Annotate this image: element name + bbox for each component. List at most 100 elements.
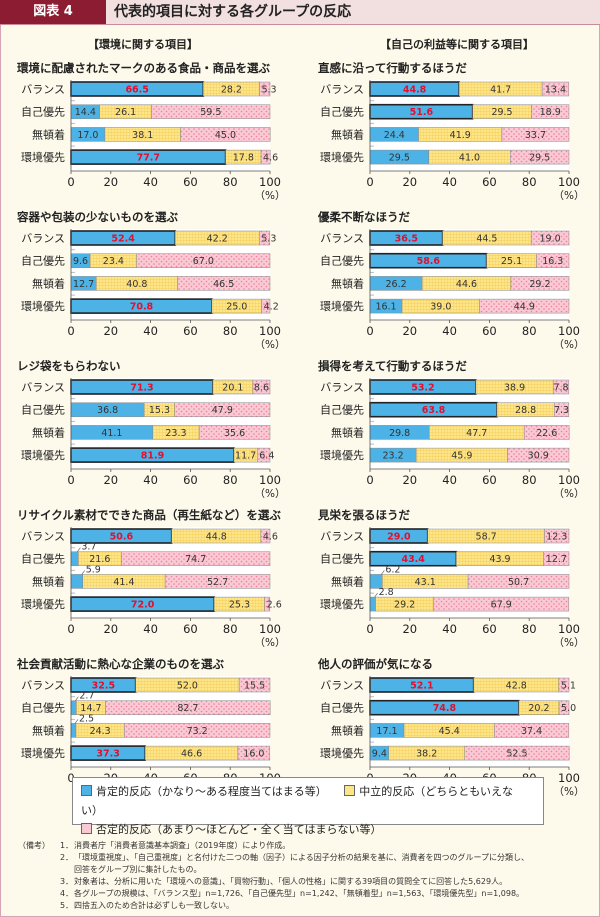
section-title-left: 【環境に関する項目】 bbox=[88, 38, 198, 51]
data-label: 41.0 bbox=[459, 153, 480, 164]
bar-segment-negative bbox=[177, 276, 271, 291]
data-label: 14.4 bbox=[75, 107, 96, 118]
bar-segment-negative bbox=[536, 253, 570, 268]
data-label: 41.7 bbox=[490, 85, 511, 96]
bar-segment-negative bbox=[507, 447, 570, 463]
category-label: 無頓着 bbox=[331, 574, 364, 588]
legend-item-neutral: 中立的反応（どちらともいえない） bbox=[81, 785, 513, 817]
x-tick-label: 20 bbox=[103, 622, 118, 636]
x-tick-label: 20 bbox=[103, 473, 118, 487]
bar-segment-negative bbox=[164, 574, 271, 589]
data-label: 38.2 bbox=[416, 749, 437, 760]
category-label: 無頓着 bbox=[32, 574, 65, 588]
data-label: 29.8 bbox=[389, 428, 410, 439]
category-label: 自己優先 bbox=[320, 553, 364, 566]
x-tick-label: 80 bbox=[522, 324, 537, 338]
data-label: 35.6 bbox=[224, 428, 245, 439]
data-label: 50.6 bbox=[110, 532, 134, 543]
category-label: 無頓着 bbox=[331, 276, 364, 290]
data-label: 16.3 bbox=[542, 256, 563, 267]
data-label: 30.9 bbox=[528, 451, 549, 462]
chart-title: リサイクル素材でできた商品（再生紙など）を選ぶ bbox=[17, 508, 281, 522]
data-label: 45.9 bbox=[451, 451, 472, 462]
category-label: 自己優先 bbox=[320, 106, 364, 119]
data-label: 81.9 bbox=[141, 451, 164, 462]
bar-segment-negative bbox=[510, 276, 570, 291]
data-label: 21.6 bbox=[89, 554, 110, 565]
bar-segment-negative bbox=[264, 596, 271, 612]
data-label: 4.2 bbox=[264, 302, 279, 313]
x-tick-label: 80 bbox=[223, 473, 238, 487]
chart-title: 他人の評価が気になる bbox=[317, 657, 433, 671]
category-label: 環境優先 bbox=[320, 448, 364, 462]
data-label: 12.7 bbox=[73, 279, 94, 290]
bar-segment-negative bbox=[259, 230, 271, 246]
data-label: 13.4 bbox=[545, 85, 566, 96]
category-label: バランス bbox=[320, 530, 364, 543]
data-label: 43.1 bbox=[415, 577, 436, 588]
category-label: 環境優先 bbox=[21, 299, 65, 313]
data-label: 5.9 bbox=[86, 564, 101, 575]
x-tick-label: 40 bbox=[143, 175, 158, 189]
bar-segment-negative bbox=[433, 596, 570, 612]
data-label: 2.5 bbox=[79, 713, 94, 724]
data-label: 37.4 bbox=[521, 726, 542, 737]
data-label: 44.6 bbox=[456, 279, 477, 290]
x-axis-unit: （%） bbox=[255, 488, 286, 500]
bar-segment-negative bbox=[530, 230, 570, 246]
data-label: 74.8 bbox=[433, 703, 457, 714]
bar-segment-negative bbox=[494, 723, 570, 738]
x-tick-label: 60 bbox=[183, 324, 198, 338]
data-label: 45.4 bbox=[439, 726, 460, 737]
bar-segment-negative bbox=[260, 528, 271, 544]
chart-title: 損得を考えて行動するほうだ bbox=[318, 359, 467, 373]
data-label: 38.9 bbox=[504, 383, 525, 394]
data-label: 6.2 bbox=[385, 564, 400, 575]
x-tick-label: 0 bbox=[366, 324, 373, 338]
x-tick-label: 60 bbox=[482, 622, 497, 636]
figure-title: 代表的項目に対する各グループの反応 bbox=[114, 4, 352, 20]
chart-title: 容器や包装の少ないものを選ぶ bbox=[16, 210, 178, 224]
leader-line bbox=[81, 570, 85, 575]
bar-segment-negative bbox=[237, 745, 271, 761]
category-label: 自己優先 bbox=[21, 702, 65, 715]
data-label: 36.8 bbox=[97, 405, 118, 416]
x-tick-label: 40 bbox=[143, 324, 158, 338]
data-label: 12.7 bbox=[546, 554, 567, 565]
data-label: 58.6 bbox=[417, 256, 441, 267]
x-tick-label: 60 bbox=[482, 324, 497, 338]
leader-line bbox=[374, 592, 378, 598]
legend-item-negative: 否定的反応（あまり～ほとんど・全く当てはまらない等） bbox=[81, 823, 381, 836]
bar-segment-negative bbox=[558, 677, 570, 693]
data-label: 46.6 bbox=[181, 749, 202, 760]
data-label: 44.8 bbox=[206, 532, 227, 543]
data-label: 58.7 bbox=[476, 532, 497, 543]
category-label: 自己優先 bbox=[320, 702, 364, 715]
data-label: 41.9 bbox=[450, 130, 471, 141]
leader-line bbox=[75, 696, 79, 701]
data-label: 2.7 bbox=[79, 691, 94, 702]
bar-segment-positive bbox=[70, 574, 83, 589]
figure-header: 図表 4 代表的項目に対する各グループの反応 bbox=[0, 0, 600, 25]
data-label: 47.7 bbox=[466, 428, 487, 439]
data-label: 5.1 bbox=[561, 681, 576, 692]
notes-label: （備考） bbox=[18, 841, 50, 850]
x-tick-label: 0 bbox=[366, 622, 373, 636]
data-label: 47.9 bbox=[212, 405, 233, 416]
bar-segment-negative bbox=[260, 149, 271, 165]
category-label: 自己優先 bbox=[320, 404, 364, 417]
note-text: 回答をグループ別に集計したもの。 bbox=[74, 865, 202, 874]
data-label: 42.8 bbox=[506, 681, 527, 692]
data-label: 6.4 bbox=[259, 451, 274, 462]
data-label: 28.2 bbox=[221, 85, 242, 96]
data-label: 15.5 bbox=[244, 681, 265, 692]
data-label: 14.7 bbox=[80, 703, 101, 714]
data-label: 52.1 bbox=[410, 681, 433, 692]
leader-line bbox=[74, 719, 79, 724]
category-label: 環境優先 bbox=[320, 150, 364, 164]
bar-segment-negative bbox=[479, 298, 570, 314]
data-label: 23.4 bbox=[103, 256, 124, 267]
data-label: 11.7 bbox=[235, 451, 256, 462]
data-label: 44.5 bbox=[476, 234, 497, 245]
category-label: 無頓着 bbox=[331, 127, 364, 141]
